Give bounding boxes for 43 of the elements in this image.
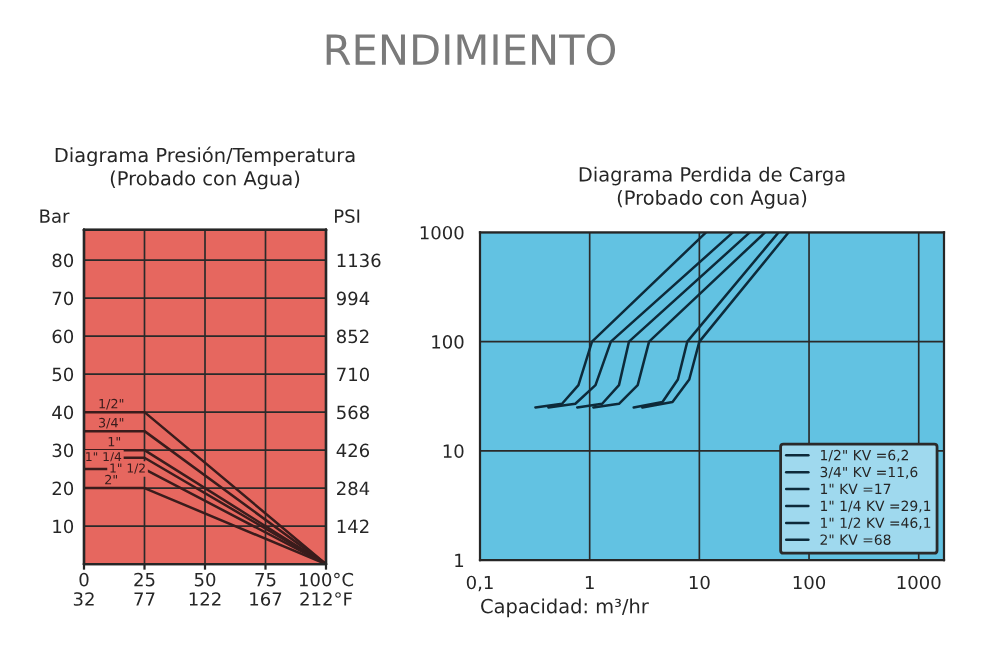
x-tick-label: 1000 [897, 575, 941, 590]
text: RENDIMIENTO [326, 33, 616, 66]
y2-axis-title: PSI [335, 209, 360, 223]
y2-tick-label: 994 [336, 291, 370, 306]
x-tick-label: 75 [255, 572, 276, 587]
y-tick-label: 100 [432, 335, 464, 349]
chart-subtitle: (Probado con Agua) [617, 189, 807, 209]
y-tick-label: 1000 [420, 225, 464, 240]
y-tick-label: 10 [53, 519, 74, 534]
y-tick-label: 50 [52, 367, 74, 382]
y-tick-label: 70 [52, 291, 74, 306]
y-tick-label: 40 [52, 405, 74, 420]
x-tick-label: 1 [585, 575, 594, 590]
x2-tick-label: 32 [73, 592, 94, 606]
y-tick-label: 30 [52, 443, 74, 458]
y2-tick-label: 1136 [337, 253, 381, 268]
y-tick-label: 60 [52, 329, 74, 344]
x-tick-label: 100°C [299, 572, 354, 587]
x-axis-title: Capacidad: m³/hr [481, 598, 649, 618]
x-tick-label: 25 [134, 572, 155, 587]
y-tick-label: 20 [52, 481, 74, 496]
y-tick-label: 1 [455, 553, 464, 567]
chart-title: Diagrama Presión/Temperatura [55, 146, 355, 167]
y-axis-title: Bar [40, 209, 70, 223]
x-tick-label: 50 [194, 572, 216, 587]
y2-tick-label: 710 [337, 367, 369, 382]
y-tick-label: 10 [443, 444, 464, 458]
y2-tick-label: 426 [336, 443, 370, 458]
x-tick-label: 0,1 [466, 575, 493, 592]
chart-title: Diagrama Perdida de Carga [579, 166, 845, 186]
x2-tick-label: 122 [189, 592, 221, 606]
y2-tick-label: 142 [337, 519, 369, 533]
x2-tick-label: 167 [250, 592, 282, 606]
x-tick-label: 10 [689, 575, 710, 590]
y2-tick-label: 852 [336, 329, 369, 344]
x2-tick-label: 77 [134, 592, 155, 606]
x-tick-label: 0 [79, 572, 89, 587]
x-tick-label: 100 [793, 575, 826, 590]
chart-subtitle: (Probado con Agua) [110, 170, 300, 190]
x2-tick-label: 212°F [300, 592, 352, 606]
y-tick-label: 80 [52, 253, 74, 268]
y2-tick-label: 284 [337, 481, 370, 496]
y2-tick-label: 568 [337, 405, 369, 420]
